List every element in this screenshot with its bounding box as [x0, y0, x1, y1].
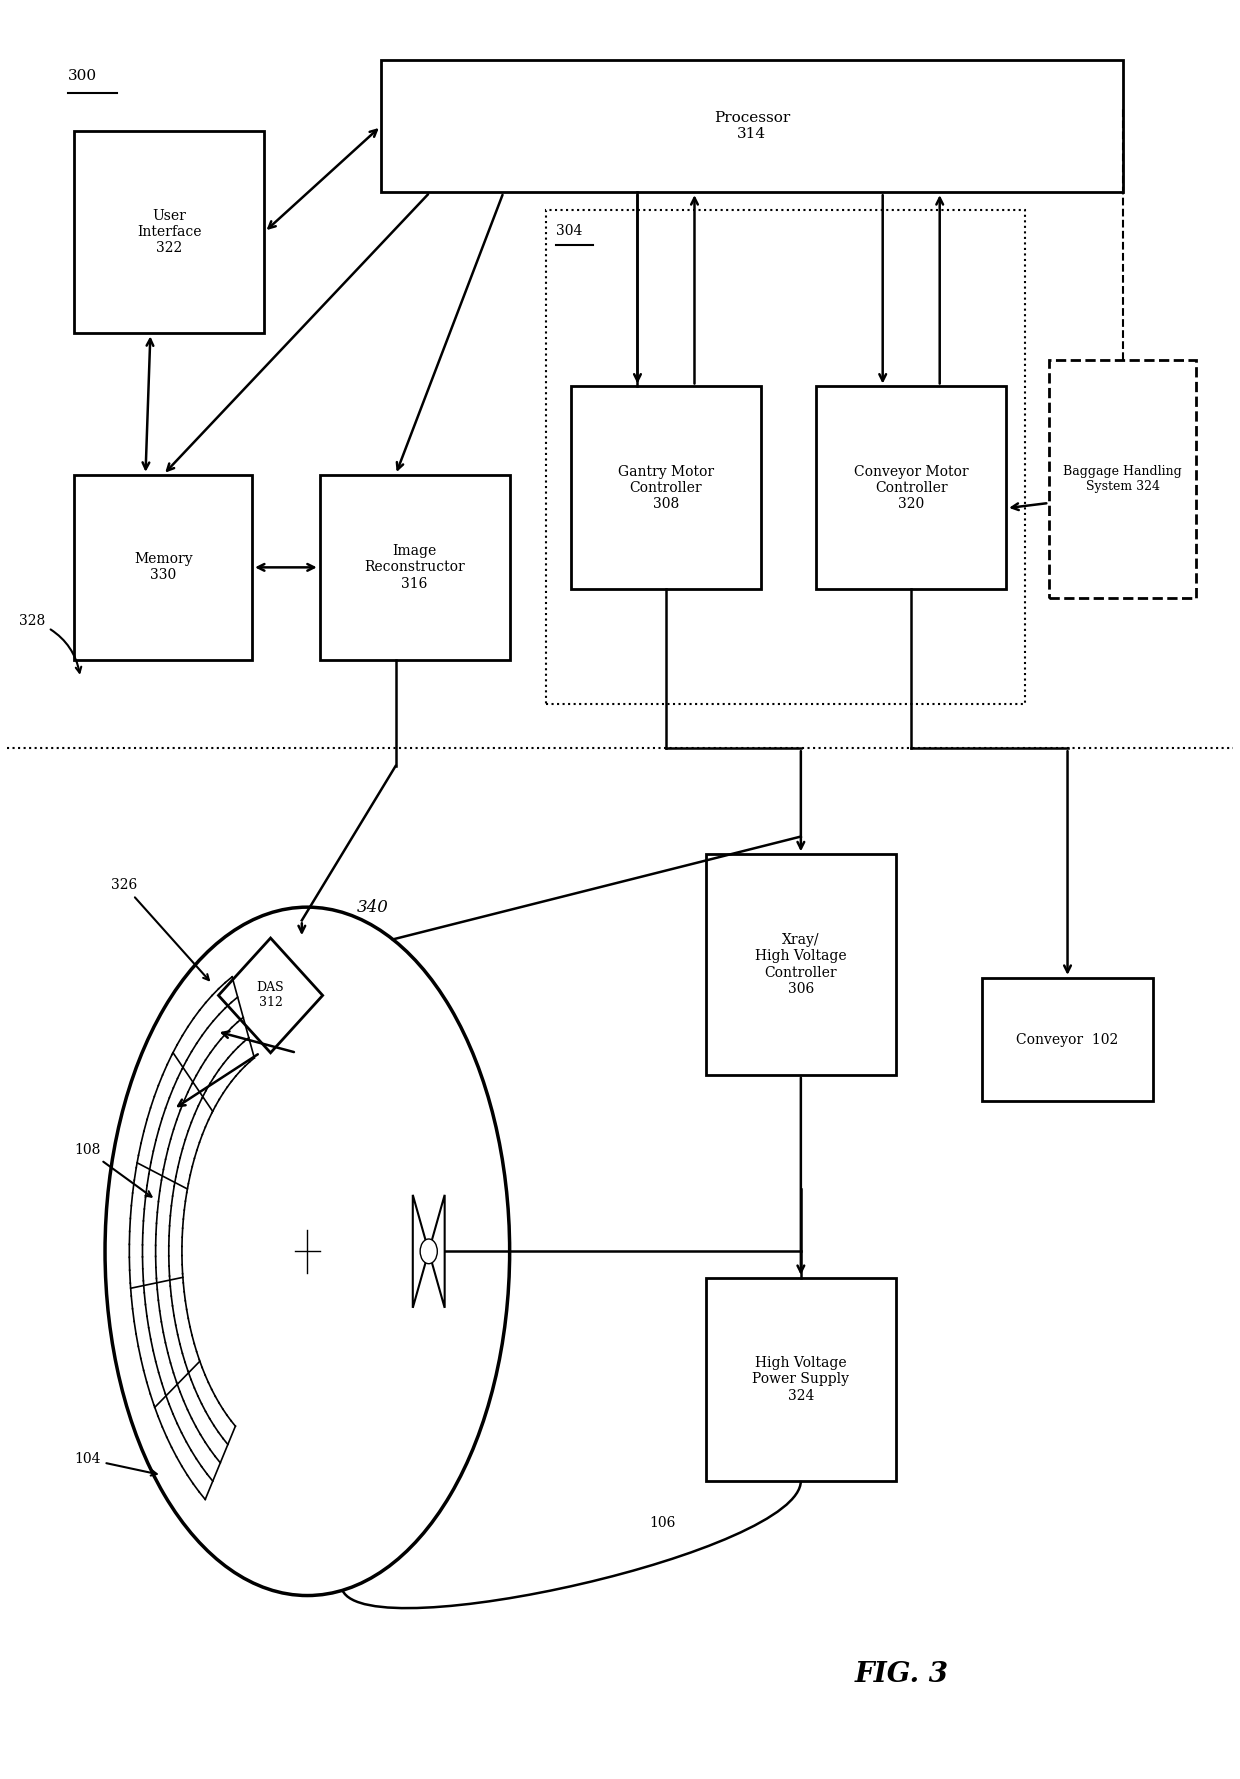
Bar — [1049, 359, 1197, 598]
Bar — [74, 475, 252, 660]
Bar — [706, 854, 895, 1075]
Bar — [74, 130, 264, 333]
Text: 108: 108 — [74, 1144, 151, 1197]
Bar — [320, 475, 510, 660]
Text: Xray/
High Voltage
Controller
306: Xray/ High Voltage Controller 306 — [755, 934, 847, 996]
Circle shape — [420, 1238, 438, 1263]
Text: 300: 300 — [68, 69, 98, 82]
Bar — [706, 1277, 895, 1480]
Polygon shape — [218, 938, 322, 1053]
Text: Conveyor Motor
Controller
320: Conveyor Motor Controller 320 — [854, 464, 968, 511]
Text: 304: 304 — [557, 224, 583, 238]
Text: User
Interface
322: User Interface 322 — [138, 208, 202, 254]
Text: 328: 328 — [19, 614, 82, 672]
Text: Gantry Motor
Controller
308: Gantry Motor Controller 308 — [618, 464, 714, 511]
Bar — [816, 386, 1006, 589]
Text: 326: 326 — [112, 879, 208, 980]
Text: Image
Reconstructor
316: Image Reconstructor 316 — [365, 544, 465, 591]
Text: Conveyor  102: Conveyor 102 — [1017, 1032, 1118, 1046]
Bar — [570, 386, 761, 589]
Bar — [982, 978, 1153, 1101]
Text: DAS
312: DAS 312 — [257, 982, 284, 1009]
Text: Processor
314: Processor 314 — [714, 110, 790, 141]
Text: FIG. 3: FIG. 3 — [856, 1662, 949, 1688]
Text: Baggage Handling
System 324: Baggage Handling System 324 — [1064, 464, 1182, 493]
Bar — [381, 60, 1122, 192]
Bar — [547, 210, 1024, 704]
Text: 104: 104 — [74, 1452, 156, 1475]
Text: 340: 340 — [356, 898, 388, 916]
Text: Memory
330: Memory 330 — [134, 551, 192, 582]
Polygon shape — [429, 1195, 445, 1308]
Text: 106: 106 — [650, 1516, 676, 1530]
Text: High Voltage
Power Supply
324: High Voltage Power Supply 324 — [753, 1356, 849, 1402]
Polygon shape — [413, 1195, 429, 1308]
